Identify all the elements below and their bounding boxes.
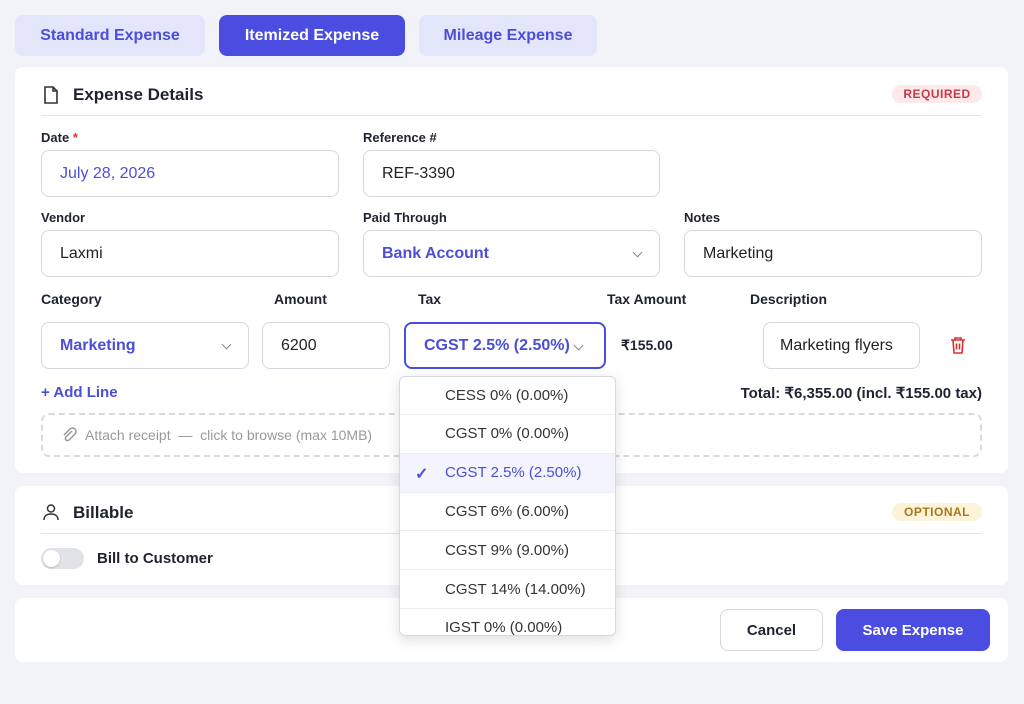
amount-input[interactable]: 6200 [262,322,390,369]
tax-dropdown: CESS 0% (0.00%) CGST 0% (0.00%) ✓ CGST 2.5%… [399,376,616,636]
doc-icon [44,86,58,104]
option-text: CGST 14% (14.00%) [445,580,586,598]
divider [41,115,982,116]
tab-active[interactable]: Itemized Expense [219,15,405,56]
option[interactable]: IGST 0% (0.00%) [400,609,615,636]
check-mark: ✓ [415,465,429,483]
save-button[interactable]: Save Expense [836,609,990,651]
section-title: Billable [73,503,134,522]
column-label: Category [41,291,102,307]
required-mark: * [72,130,78,145]
label: Notes [684,210,721,225]
paid-select[interactable]: Bank Account [363,230,660,277]
option[interactable]: CESS 0% (0.00%) [400,377,615,415]
date-input[interactable]: July 28, 2026 [41,150,339,197]
chevron [573,340,584,351]
option-text: CGST 2.5% (2.50%) [445,464,582,482]
toggle[interactable] [41,548,84,569]
ref-input[interactable]: REF-3390 [363,150,660,197]
label: Paid Through [363,210,447,225]
category-select[interactable]: Marketing [41,322,249,369]
option-text: CGST 6% (6.00%) [445,502,569,520]
vendor-input[interactable]: Laxmi [41,230,339,277]
chevron [221,339,232,350]
person-icon [43,504,59,521]
option[interactable]: CGST 0% (0.00%) [400,415,615,454]
total: Total: ₹6,355.00 (incl. ₹155.00 tax) [740,385,982,402]
tax-amount: ₹155.00 [621,337,673,353]
option-text: CGST 0% (0.00%) [445,425,569,443]
option[interactable]: CGST 6% (6.00%) [400,492,615,532]
badge: REQUIRED [892,85,982,103]
label: Reference # [363,130,437,145]
description-input[interactable]: Marketing flyers [763,322,920,369]
column-label: Amount [274,291,327,307]
option-text: CGST 9% (9.00%) [445,541,569,559]
option-text: CESS 0% (0.00%) [445,386,569,404]
option-selected[interactable]: ✓ CGST 2.5% (2.50%) [400,453,615,493]
select-value: Bank Account [382,244,489,262]
column-label: Tax [418,291,442,307]
tax-select[interactable]: CGST 2.5% (2.50%) [404,322,606,369]
toggle-knob [43,550,60,567]
clip-icon [63,427,77,442]
column-label: Tax Amount [607,291,687,307]
notes-input[interactable]: Marketing [684,230,982,277]
label: Vendor [41,210,86,225]
section-title: Expense Details [73,85,204,104]
label: Date * [41,130,78,145]
attach-text: Attach receipt — click to browse (max 10… [85,427,373,443]
column-label: Description [750,291,828,307]
cancel-button[interactable]: Cancel [720,609,823,651]
option[interactable]: CGST 14% (14.00%) [400,570,615,609]
toggle-label: Bill to Customer [97,550,213,567]
tab[interactable]: Standard Expense [15,15,205,56]
option[interactable]: CGST 9% (9.00%) [400,531,615,571]
add-line[interactable]: + Add Line [41,384,118,401]
badge: OPTIONAL [892,503,982,521]
option-text: IGST 0% (0.00%) [445,619,563,636]
chevron [632,247,643,258]
select-value: CGST 2.5% (2.50%) [424,336,570,354]
delete-icon[interactable] [949,336,967,355]
label-text: Date [41,130,70,145]
tab[interactable]: Mileage Expense [419,15,597,56]
select-value: Marketing [60,336,136,354]
